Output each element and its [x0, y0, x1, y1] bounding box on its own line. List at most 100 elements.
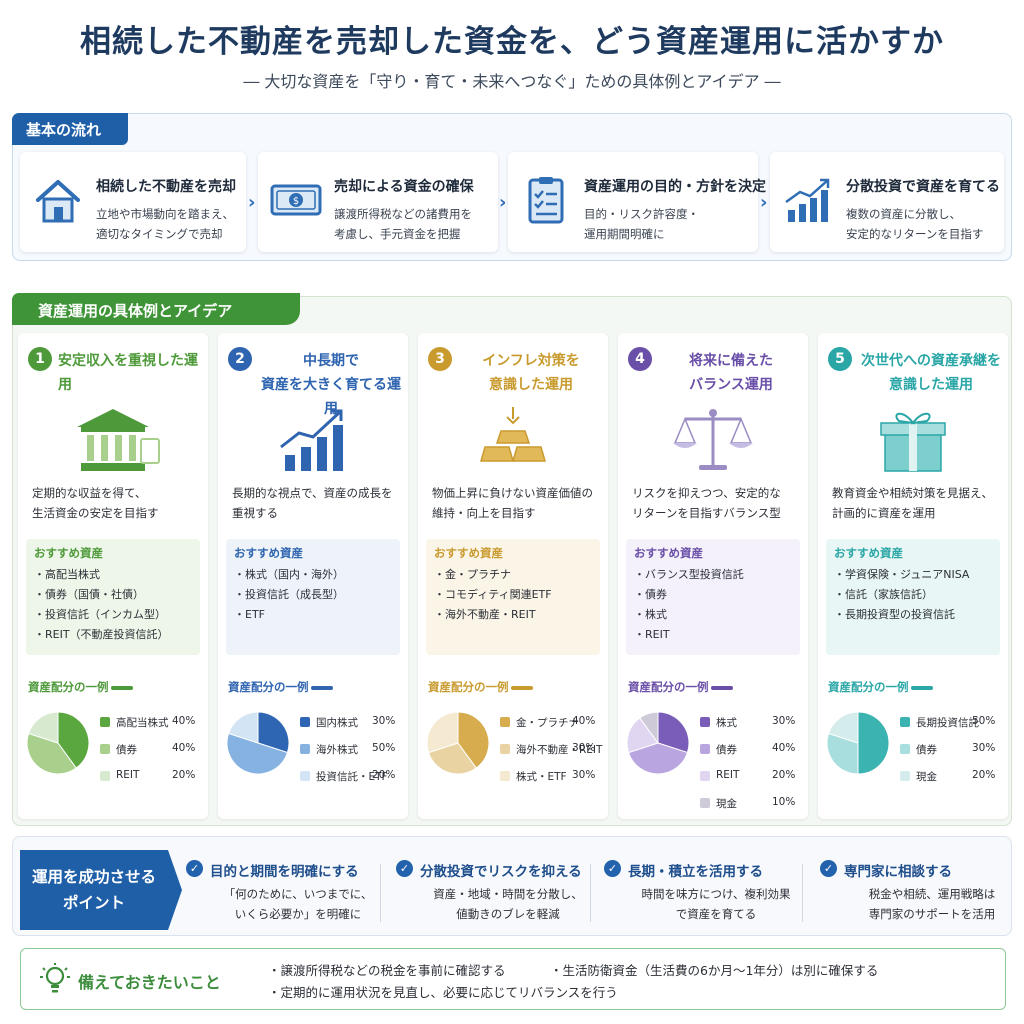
card-number-badge: 2 — [228, 347, 252, 371]
tip-title: 専門家に相談する — [844, 864, 952, 880]
pie-slice — [457, 711, 490, 769]
recommended-assets-box: おすすめ資産 ・株式（国内・海外） ・投資信託（成長型） ・ETF — [226, 539, 400, 655]
gift-box-icon — [880, 412, 946, 472]
flow-step-2: $ 売却による資金の確保 譲渡所得税などの諸費用を 考慮し、手元資金を把握 — [258, 152, 498, 252]
chevron-right-icon: › — [499, 192, 507, 213]
allocation-label: 資産配分の一例 — [428, 679, 533, 695]
card-number-badge: 5 — [828, 347, 852, 371]
bank-building-icon — [77, 409, 160, 471]
card-title: 次世代への資産承継を 意識した運用 — [861, 353, 1001, 393]
legend-value: 40% — [772, 742, 796, 754]
checklist-icon — [528, 177, 564, 224]
legend-value: 30% — [572, 769, 596, 781]
legend-label: 投資信託・ETF — [316, 771, 388, 783]
legend-value: 20% — [172, 769, 196, 781]
recommended-asset: ・REIT（不動産投資信託） — [34, 628, 169, 641]
lightbulb-icon — [40, 963, 70, 993]
pie-slice — [639, 711, 659, 745]
legend-label: 現金 — [716, 798, 737, 810]
flow-step-desc: 複数の資産に分散し、 安定的なリターンを目指す — [846, 207, 984, 241]
card-title: インフレ対策を 意識した運用 — [482, 353, 580, 393]
recommended-label: おすすめ資産 — [434, 546, 503, 560]
pie-slice — [426, 711, 459, 754]
legend-label: 海外株式 — [316, 744, 358, 756]
flow-step-3: 資産運用の目的・方針を決定 目的・リスク許容度・ 運用期間明確に — [508, 152, 766, 252]
pie-slice — [857, 711, 890, 775]
legend-swatch — [900, 717, 910, 727]
legend-label: 債券 — [916, 744, 937, 756]
label-underline — [310, 685, 333, 690]
legend-label: 株式 — [716, 717, 737, 729]
pie-slice — [27, 711, 59, 744]
recommended-asset: ・債券（国債・社債） — [34, 588, 144, 601]
legend-value: 50% — [372, 742, 396, 754]
legend-value: 30% — [972, 742, 996, 754]
svg-text:$: $ — [293, 196, 299, 207]
allocation-label-text: 資産配分の一例 — [228, 680, 309, 694]
legend-label: REIT — [716, 769, 740, 781]
legend-label: 高配当株式 — [116, 717, 169, 729]
pie-slice — [26, 732, 77, 775]
legend-swatch — [900, 771, 910, 781]
legend-swatch — [700, 717, 710, 727]
pie-slice — [627, 742, 689, 775]
allocation-label-text: 資産配分の一例 — [28, 680, 109, 694]
pie-slice — [657, 711, 690, 754]
prep-title: 備えておきたいこと — [78, 973, 221, 992]
card-description: 定期的な収益を得て、 生活資金の安定を目指す — [32, 486, 159, 520]
legend-swatch — [900, 744, 910, 754]
card-number-badge: 1 — [28, 347, 52, 371]
recommended-asset: ・高配当株式 — [34, 568, 100, 581]
legend-value: 30% — [772, 715, 796, 727]
legend-swatch — [500, 744, 510, 754]
recommended-assets-box: おすすめ資産 ・金・プラチナ ・コモディティ関連ETF ・海外不動産・REIT — [426, 539, 600, 655]
pie-slice — [227, 711, 259, 744]
recommended-asset: ・投資信託（成長型） — [234, 588, 344, 601]
tip-desc: 税金や相続、運用戦略は 専門家のサポートを活用 — [868, 887, 996, 921]
flow-heading: 基本の流れ — [12, 113, 128, 145]
page-subtitle: ― 大切な資産を「守り・育て・未来へつなぐ」ための具体例とアイデア ― — [243, 72, 781, 91]
recommended-assets-box: おすすめ資産 ・学資保険・ジュニアNISA ・信託（家族信託） ・長期投資型の投資信託 — [826, 539, 1000, 655]
card-description: 長期的な視点で、資産の成長を 重視する — [232, 486, 393, 520]
idea-card-5: 5 次世代への資産承継を 意識した運用教育資金や相続対策を見据え、 計画的に資産を… — [818, 333, 1008, 819]
divider — [380, 864, 381, 922]
recommended-asset: ・コモディティ関連ETF — [434, 588, 552, 601]
prep-item: ・生活防衛資金（生活費の6か月〜1年分）は別に確保する — [550, 963, 879, 978]
flow-step-title: 相続した不動産を売却 — [96, 179, 236, 195]
allocation-label-text: 資産配分の一例 — [628, 680, 709, 694]
legend-label: REIT — [116, 769, 140, 781]
pie-slice — [57, 711, 90, 769]
card-description: 教育資金や相続対策を見据え、 計画的に資産を運用 — [832, 486, 993, 520]
pie-slice — [827, 711, 859, 744]
recommended-asset: ・信託（家族信託） — [834, 588, 933, 601]
card-number-badge: 4 — [628, 347, 652, 371]
legend-label: 株式・ETF — [516, 771, 567, 783]
legend-swatch — [300, 717, 310, 727]
tip-title: 目的と期間を明確にする — [210, 864, 359, 880]
flow-step-title: 資産運用の目的・方針を決定 — [584, 179, 766, 195]
recommended-asset: ・株式（国内・海外） — [234, 568, 344, 581]
legend-value: 30% — [572, 742, 596, 754]
money-icon: $ — [270, 184, 322, 216]
legend-swatch — [300, 771, 310, 781]
flow-step-4: 分散投資で資産を育てる 複数の資産に分散し、 安定的なリターンを目指す — [770, 152, 1004, 252]
idea-card-1: 1 安定収入を重視した運用 定期的な収益を得て、 生活資金の安定を目指す おすすめ資産… — [18, 333, 208, 819]
pie-slice — [626, 717, 659, 754]
check-icon: ✓ — [604, 860, 621, 877]
growth-chart-icon — [785, 178, 830, 222]
legend-swatch — [100, 717, 110, 727]
page-title: 相続した不動産を売却した資金を、どう資産運用に活かすか — [80, 24, 944, 60]
gold-bars-icon — [480, 407, 546, 462]
flow-step-1: 相続した不動産を売却 立地や市場動向を踏まえ、 適切なタイミングで売却 — [20, 152, 246, 252]
recommended-asset: ・長期投資型の投資信託 — [834, 608, 955, 621]
legend-value: 20% — [972, 769, 996, 781]
allocation-pie-chart — [226, 711, 290, 775]
divider — [590, 864, 591, 922]
pie-slice — [257, 711, 290, 754]
pie-slice — [826, 732, 859, 775]
legend-value: 50% — [972, 715, 996, 727]
legend-value: 40% — [572, 715, 596, 727]
recommended-asset: ・REIT — [634, 628, 670, 641]
legend-value: 40% — [172, 742, 196, 754]
legend-value: 10% — [772, 796, 796, 808]
